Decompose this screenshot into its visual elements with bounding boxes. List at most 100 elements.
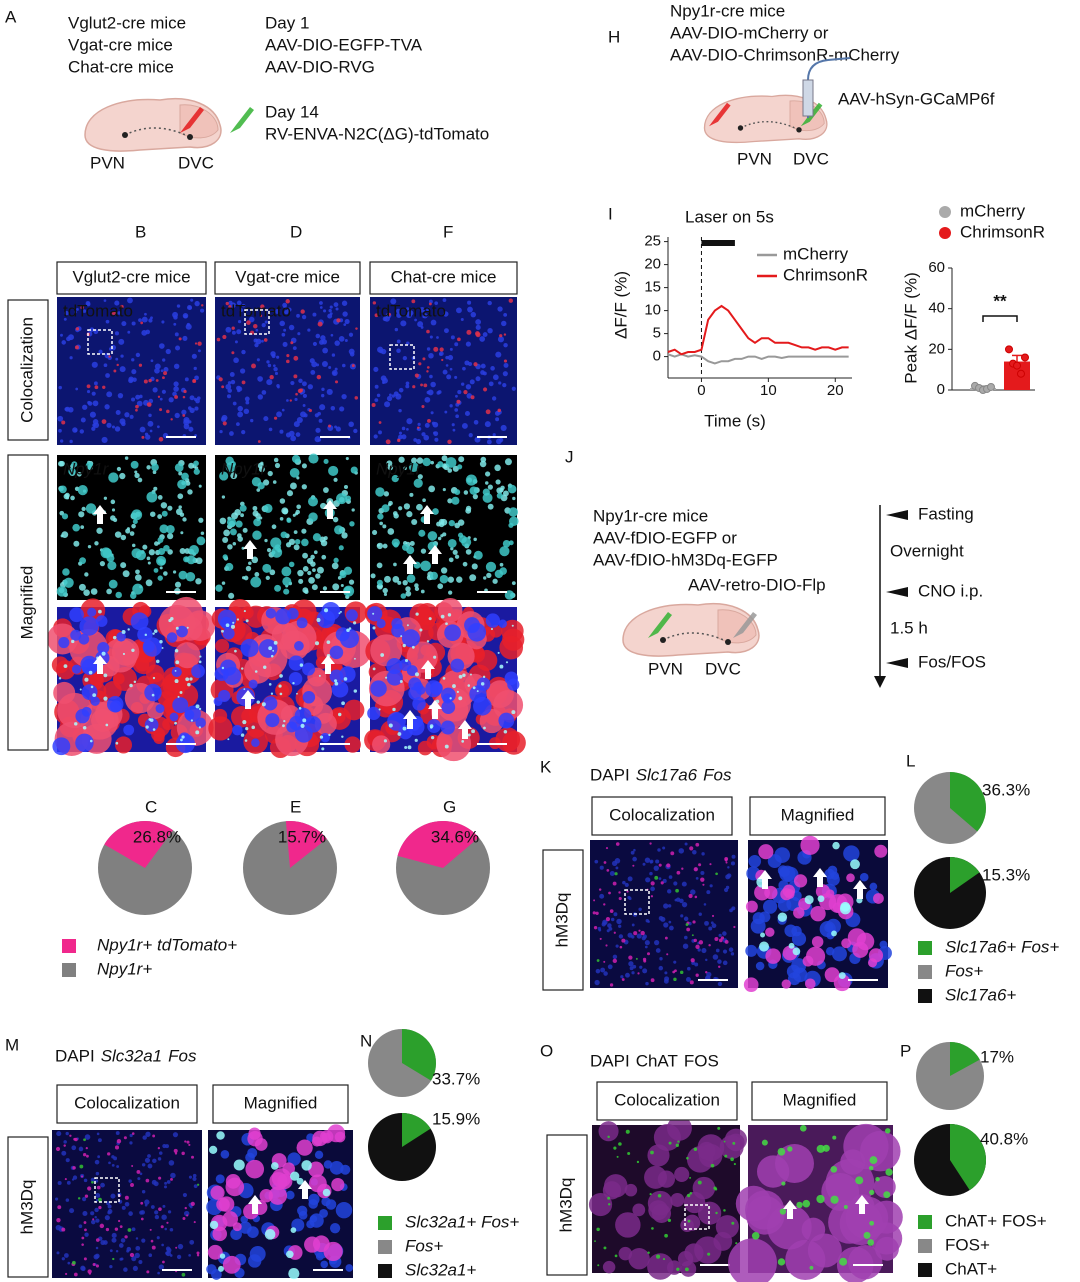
label: AAV-fDIO-hM3Dq-EGFP [593, 550, 778, 569]
cell [123, 724, 135, 736]
cell [633, 931, 638, 936]
legend-swatch [918, 1239, 932, 1253]
cell [400, 320, 407, 327]
cell [108, 579, 118, 589]
cell [72, 523, 81, 532]
cell [69, 356, 73, 360]
cell [690, 958, 695, 963]
cell [845, 1196, 889, 1240]
cell [627, 1151, 631, 1155]
cell [124, 456, 129, 460]
cell [219, 471, 229, 481]
cell [697, 1180, 702, 1185]
cell [307, 570, 312, 576]
legend-swatch [918, 1263, 932, 1277]
cell [334, 681, 339, 686]
cell [502, 490, 509, 497]
cell [120, 354, 124, 358]
cell [873, 893, 884, 904]
cell [201, 304, 204, 307]
cell [487, 484, 493, 490]
cell [52, 737, 71, 756]
legend-swatch [378, 1216, 392, 1230]
cell [332, 371, 336, 375]
cell [743, 977, 759, 993]
cell [680, 914, 684, 918]
cell [338, 545, 344, 551]
cell [181, 1272, 186, 1277]
cell [311, 1136, 323, 1147]
cell [441, 358, 444, 362]
cell [344, 318, 350, 325]
cell [767, 1204, 812, 1250]
cell [119, 1225, 123, 1229]
cell [615, 866, 619, 870]
cell [447, 354, 454, 361]
cell [188, 1175, 193, 1179]
cell [503, 342, 508, 348]
cell [612, 954, 618, 960]
cell [428, 617, 432, 621]
panel-letter: M [5, 1035, 19, 1054]
cell [396, 348, 401, 354]
cell [407, 310, 414, 316]
cell [333, 302, 339, 307]
cell [498, 619, 507, 628]
cell [134, 470, 138, 474]
cell [728, 1238, 777, 1282]
cell [91, 1180, 94, 1184]
label: PVN [737, 149, 772, 168]
cell [289, 399, 292, 402]
cell [788, 942, 795, 949]
cell [454, 554, 460, 559]
cell [221, 581, 226, 585]
cell [645, 981, 649, 986]
label: FOS+ [945, 1235, 990, 1254]
cell [221, 495, 226, 499]
cell [296, 476, 300, 480]
cell [346, 628, 350, 633]
cell [335, 627, 350, 642]
cell [178, 337, 182, 341]
cell [645, 877, 651, 883]
cell [326, 388, 333, 395]
cell [129, 1141, 133, 1145]
cell [207, 1244, 223, 1260]
fiber-cannula [802, 79, 814, 117]
cell [285, 299, 290, 304]
cell [447, 538, 457, 548]
cell [612, 881, 617, 886]
cell [237, 405, 244, 412]
cell [494, 464, 501, 472]
cell [765, 948, 781, 964]
cell [237, 386, 243, 392]
cell [320, 1260, 329, 1269]
cell [414, 672, 420, 677]
cell [319, 306, 323, 309]
cell [227, 738, 230, 741]
cell [255, 513, 261, 519]
cell [188, 426, 194, 432]
cell [160, 502, 168, 509]
cell [650, 881, 655, 886]
cell [114, 426, 121, 432]
cell [302, 565, 309, 572]
cell [148, 318, 153, 323]
cell [302, 718, 307, 723]
cell [372, 735, 391, 754]
cell [334, 525, 344, 535]
cell [140, 1201, 144, 1205]
cell [243, 610, 246, 613]
cell [318, 418, 323, 423]
cell [91, 361, 98, 368]
cell [218, 689, 231, 703]
cell [869, 1156, 878, 1165]
cell [78, 511, 85, 518]
cell [382, 381, 385, 384]
cell [607, 1196, 611, 1200]
cell [197, 349, 201, 353]
cell [161, 647, 164, 649]
cell [181, 409, 187, 415]
cell [77, 1197, 81, 1200]
cell [165, 348, 171, 355]
